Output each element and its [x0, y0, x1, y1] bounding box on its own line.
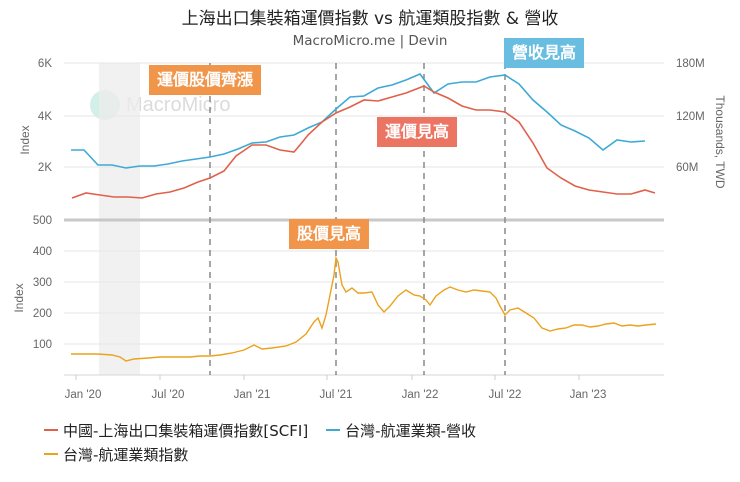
y-tick-500: 500 [33, 215, 52, 227]
bottom-gridlines [64, 250, 664, 345]
series-revenue-line [71, 73, 646, 169]
annotation-revenue-peak: 營收見高 [504, 38, 585, 68]
y-tick-100: 100 [33, 339, 52, 351]
y-tick-4k: 4K [38, 111, 52, 123]
y-axis-title-bottom: Index [12, 283, 26, 312]
y-tick-300: 300 [33, 277, 52, 289]
y-tick-400: 400 [33, 246, 52, 258]
chart-legend: 中國-上海出口集裝箱運價指數[SCFI] 台灣-航運業類-營收 台灣-航運業類指… [44, 418, 494, 466]
legend-item-shipping-index[interactable]: 台灣-航運業類指數 [44, 444, 188, 465]
legend-label: 台灣-航運業類-營收 [345, 421, 476, 440]
y-right-tick-120m: 120M [676, 111, 705, 123]
watermark-text: MacroMicro [126, 93, 231, 116]
y-tick-200: 200 [33, 308, 52, 320]
y-right-tick-60m: 60M [676, 162, 698, 174]
legend-swatch-yellow [44, 453, 58, 455]
series-shipping-index-line [71, 255, 657, 362]
legend-swatch-red [44, 429, 58, 431]
y-tick-6k: 6K [38, 58, 52, 70]
x-tick-jan23: Jan '23 [570, 389, 607, 401]
annotation-freight-and-stock-rise: 運價股價齊漲 [149, 65, 262, 95]
annotation-stock-peak: 股價見高 [289, 219, 370, 249]
legend-swatch-blue [326, 429, 341, 431]
y-axis-title-top: Index [18, 125, 32, 154]
annotation-freight-peak: 運價見高 [377, 117, 458, 147]
x-tick-jul20: Jul '20 [152, 389, 185, 401]
legend-item-scfi[interactable]: 中國-上海出口集裝箱運價指數[SCFI] [44, 420, 308, 441]
x-tick-jan21: Jan '21 [234, 389, 271, 401]
x-tick-jul21: Jul '21 [320, 389, 353, 401]
chart-title: 上海出口集裝箱運價指數 vs 航運類股指數 & 營收 [181, 9, 559, 29]
series-scfi-line [71, 85, 656, 199]
y-tick-2k: 2K [38, 162, 52, 174]
legend-label: 中國-上海出口集裝箱運價指數[SCFI] [63, 421, 309, 440]
x-tick-jan20: Jan '20 [65, 389, 102, 401]
legend-label: 台灣-航運業類指數 [63, 445, 189, 464]
y-right-tick-180m: 180M [676, 58, 705, 70]
y-axis-title-right: Thousands, TWD [713, 95, 727, 188]
x-tick-marks [75, 375, 580, 380]
x-tick-jan22: Jan '22 [402, 389, 439, 401]
x-tick-jul22: Jul '22 [489, 389, 522, 401]
legend-item-revenue[interactable]: 台灣-航運業類-營收 [326, 420, 476, 441]
chart-subtitle: MacroMicro.me | Devin [292, 33, 448, 49]
